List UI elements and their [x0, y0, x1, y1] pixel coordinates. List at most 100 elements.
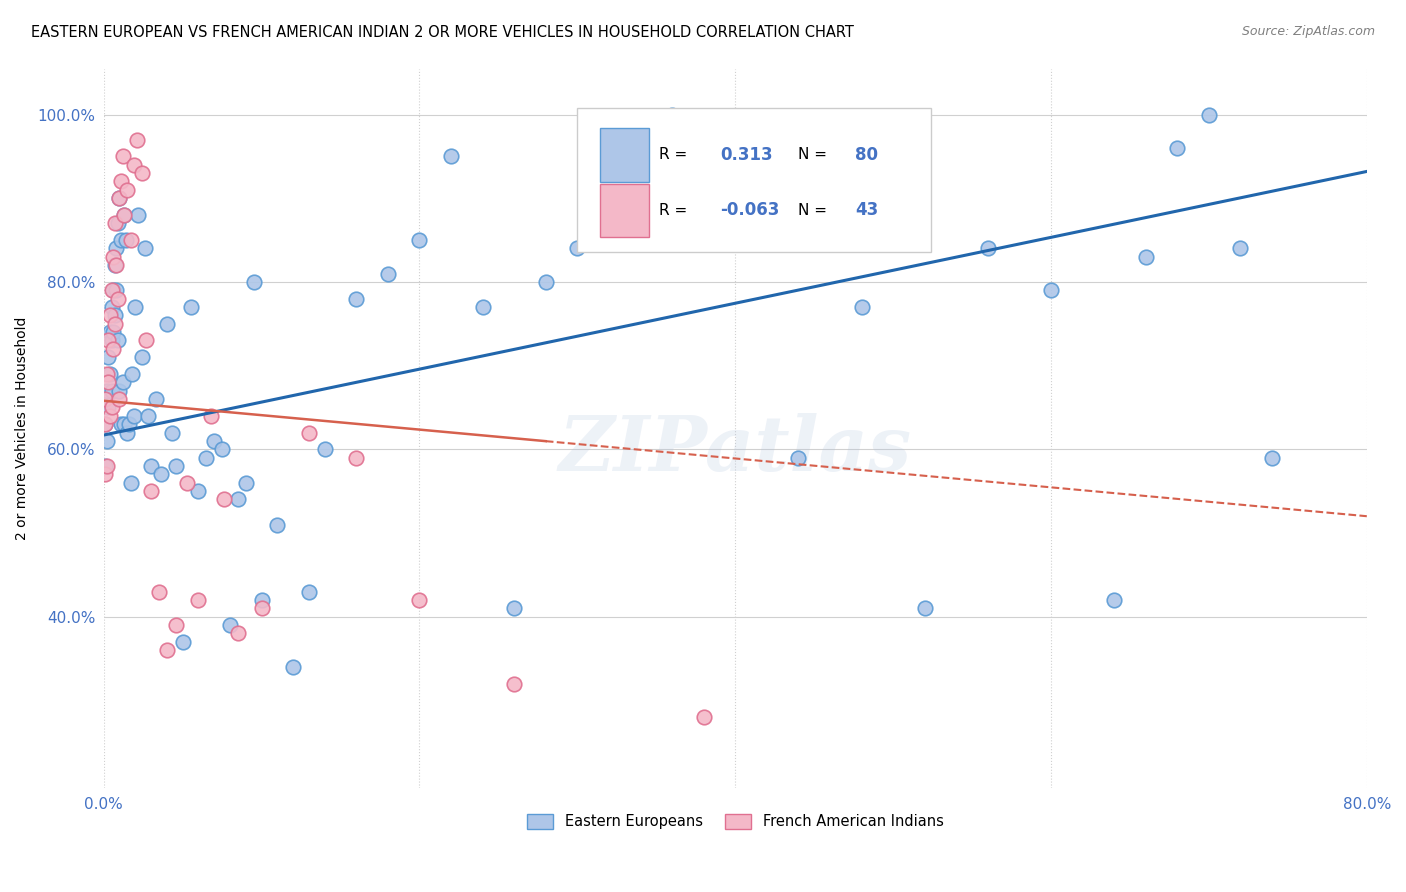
Point: [408, 593, 430, 607]
Point: [107, 292, 129, 306]
Point: [250, 593, 273, 607]
Text: -0.063: -0.063: [720, 202, 779, 219]
Point: [250, 601, 273, 615]
Point: [127, 208, 149, 222]
Point: [101, 250, 124, 264]
Text: 43: 43: [855, 202, 879, 219]
Point: [1229, 242, 1251, 256]
Point: [134, 242, 156, 256]
Y-axis label: 2 or more Vehicles in Household: 2 or more Vehicles in Household: [15, 317, 30, 540]
Point: [105, 242, 128, 256]
Point: [195, 450, 218, 465]
Point: [110, 417, 132, 432]
Point: [914, 601, 936, 615]
Point: [135, 334, 157, 348]
Text: R =: R =: [659, 202, 693, 218]
Point: [112, 208, 135, 222]
Point: [122, 409, 145, 423]
Point: [96, 458, 118, 473]
Point: [787, 450, 810, 465]
Point: [107, 216, 129, 230]
Point: [692, 710, 714, 724]
Point: [107, 334, 129, 348]
Point: [120, 475, 142, 490]
Point: [314, 442, 336, 457]
Point: [211, 442, 233, 457]
Legend: Eastern Europeans, French American Indians: Eastern Europeans, French American India…: [522, 808, 949, 835]
Text: R =: R =: [659, 147, 693, 162]
Point: [1040, 283, 1063, 297]
Point: [98, 325, 121, 339]
Point: [100, 384, 122, 398]
Point: [94, 392, 117, 406]
Point: [149, 467, 172, 482]
Point: [344, 292, 367, 306]
Point: [97, 334, 120, 348]
Point: [101, 325, 124, 339]
Point: [94, 467, 117, 482]
Point: [120, 233, 142, 247]
Point: [108, 191, 131, 205]
Point: [101, 342, 124, 356]
Point: [503, 676, 526, 690]
Point: [94, 417, 117, 432]
Point: [408, 233, 430, 247]
Point: [148, 584, 170, 599]
Point: [96, 384, 118, 398]
Point: [187, 484, 209, 499]
Point: [179, 300, 201, 314]
Text: N =: N =: [799, 147, 832, 162]
Point: [108, 384, 131, 398]
Point: [118, 417, 141, 432]
Point: [503, 601, 526, 615]
Point: [96, 367, 118, 381]
Point: [98, 367, 121, 381]
Point: [94, 458, 117, 473]
Text: EASTERN EUROPEAN VS FRENCH AMERICAN INDIAN 2 OR MORE VEHICLES IN HOUSEHOLD CORRE: EASTERN EUROPEAN VS FRENCH AMERICAN INDI…: [31, 25, 853, 40]
Point: [112, 417, 135, 432]
Point: [235, 475, 257, 490]
Point: [97, 350, 120, 364]
Point: [131, 350, 153, 364]
FancyBboxPatch shape: [600, 128, 650, 181]
Point: [98, 409, 121, 423]
Point: [1261, 450, 1284, 465]
Point: [226, 492, 249, 507]
Point: [1166, 141, 1188, 155]
Point: [114, 233, 136, 247]
Point: [344, 450, 367, 465]
Point: [176, 475, 198, 490]
Point: [187, 593, 209, 607]
Point: [94, 417, 117, 432]
FancyBboxPatch shape: [578, 108, 931, 252]
Point: [145, 392, 167, 406]
Point: [111, 376, 134, 390]
Point: [122, 158, 145, 172]
Point: [200, 409, 222, 423]
Point: [131, 166, 153, 180]
Point: [298, 425, 321, 440]
Point: [104, 258, 127, 272]
Point: [110, 174, 132, 188]
Point: [125, 133, 148, 147]
Point: [104, 216, 127, 230]
Point: [613, 149, 636, 163]
Point: [977, 242, 1000, 256]
Point: [851, 300, 873, 314]
Point: [281, 660, 304, 674]
Point: [298, 584, 321, 599]
Point: [567, 242, 589, 256]
Point: [724, 233, 747, 247]
Point: [97, 401, 120, 415]
Point: [121, 367, 143, 381]
Point: [105, 283, 128, 297]
Point: [1135, 250, 1157, 264]
Point: [139, 458, 162, 473]
Point: [100, 401, 122, 415]
Point: [266, 517, 288, 532]
Point: [226, 626, 249, 640]
Point: [96, 434, 118, 448]
Point: [100, 334, 122, 348]
Text: N =: N =: [799, 202, 832, 218]
Text: 0.313: 0.313: [720, 146, 773, 164]
